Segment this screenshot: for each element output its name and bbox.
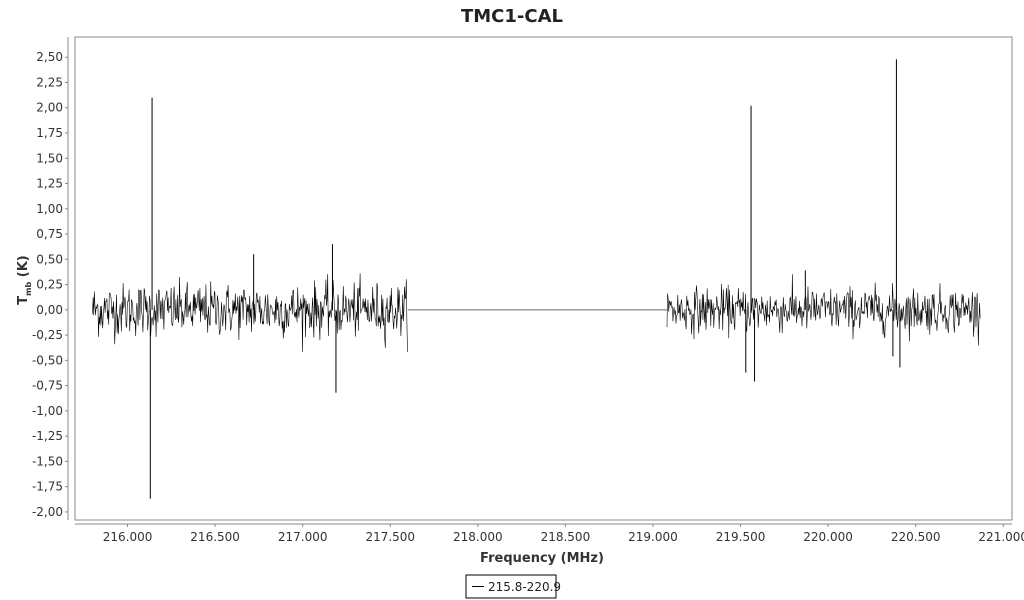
y-tick-label: 0,25: [36, 278, 63, 292]
x-tick-label: 219.500: [716, 530, 766, 544]
y-tick-label: 1,00: [36, 202, 63, 216]
y-axis-label-sub: mb: [24, 282, 33, 296]
series-noise-band: [666, 274, 981, 346]
series-layer: [92, 59, 981, 499]
y-tick-label: 1,50: [36, 151, 63, 165]
y-tick-label: -0,75: [32, 379, 63, 393]
y-tick-label: 0,50: [36, 252, 63, 266]
x-tick-label: 219.000: [628, 530, 678, 544]
x-axis-label: Frequency (MHz): [480, 551, 604, 566]
x-tick-label: 221.000: [978, 530, 1024, 544]
y-tick-label: 2,50: [36, 50, 63, 64]
x-axis: 216.000 216.500 217.000 217.500 218.000 218.5…: [75, 523, 1024, 544]
plot-area: [74, 36, 1013, 521]
y-axis: 2,50 2,25 2,00 1,75 1,50 1,25 1,00 0,75 0,50 0,25…: [32, 37, 69, 520]
y-axis-label: Tmb (K): [16, 255, 33, 304]
y-tick-label: 0,00: [36, 303, 63, 317]
x-tick-label: 216.500: [190, 530, 240, 544]
x-tick-label: 217.500: [365, 530, 415, 544]
y-tick-label: 1,25: [36, 177, 63, 191]
y-tick-label: 2,25: [36, 75, 63, 89]
series-noise-band: [92, 273, 408, 352]
legend-box: [465, 574, 557, 599]
legend[interactable]: 215.8-220.9: [465, 574, 561, 599]
y-tick-label: -1,25: [32, 429, 63, 443]
x-tick-label: 218.000: [453, 530, 503, 544]
y-tick-label: 2,00: [36, 101, 63, 115]
y-tick-label: 1,75: [36, 126, 63, 140]
x-tick-label: 220.500: [891, 530, 941, 544]
y-tick-label: -1,00: [32, 404, 63, 418]
y-tick-label: 0,75: [36, 227, 63, 241]
y-tick-label: -1,75: [32, 480, 63, 494]
x-tick-label: 220.000: [803, 530, 853, 544]
x-tick-label: 217.000: [278, 530, 328, 544]
y-tick-label: -1,50: [32, 454, 63, 468]
y-tick-label: -0,25: [32, 328, 63, 342]
y-tick-label: -2,00: [32, 505, 63, 519]
chart-title: TMC1-CAL: [461, 6, 563, 27]
legend-label: 215.8-220.9: [488, 580, 561, 594]
y-axis-label-unit: (K): [16, 255, 31, 281]
y-axis-label-main: T: [16, 296, 31, 305]
y-tick-label: -0,50: [32, 353, 63, 367]
x-tick-label: 218.500: [541, 530, 591, 544]
x-tick-label: 216.000: [103, 530, 153, 544]
